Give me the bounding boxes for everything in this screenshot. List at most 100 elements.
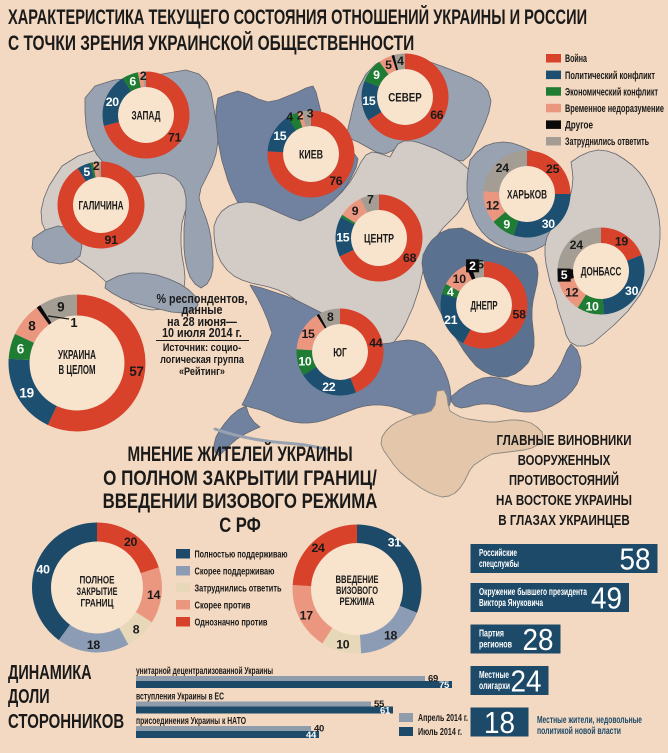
svg-text:8: 8: [133, 623, 140, 637]
svg-text:20: 20: [124, 535, 138, 549]
svg-text:28: 28: [523, 622, 554, 657]
svg-text:5: 5: [561, 268, 568, 282]
svg-text:2: 2: [93, 159, 100, 173]
svg-text:9: 9: [503, 217, 510, 231]
svg-text:12: 12: [565, 286, 579, 300]
svg-text:Скорее против: Скорее против: [195, 601, 251, 612]
svg-text:9: 9: [352, 204, 359, 218]
svg-text:4: 4: [397, 54, 404, 68]
svg-text:20: 20: [106, 95, 120, 109]
svg-text:10: 10: [453, 272, 467, 286]
svg-text:Апрель 2014 г.: Апрель 2014 г.: [418, 713, 468, 724]
svg-text:6: 6: [129, 75, 136, 89]
svg-text:12: 12: [486, 199, 500, 213]
svg-text:Окружение бывшего президента: Окружение бывшего президента: [479, 586, 587, 598]
svg-text:68: 68: [403, 251, 417, 265]
svg-text:24: 24: [511, 664, 542, 699]
svg-text:Война: Война: [565, 53, 588, 65]
svg-text:44: 44: [369, 336, 383, 350]
svg-text:2: 2: [297, 108, 304, 122]
svg-text:Другое: Другое: [565, 120, 593, 132]
svg-text:44: 44: [306, 730, 317, 741]
svg-text:присоединения Украины к НАТО: присоединения Украины к НАТО: [136, 716, 246, 727]
svg-text:1: 1: [70, 315, 77, 330]
svg-text:Экономический конфликт: Экономический конфликт: [565, 86, 658, 98]
svg-text:18: 18: [484, 705, 515, 740]
svg-text:ЦЕНТР: ЦЕНТР: [364, 232, 394, 246]
svg-text:15: 15: [301, 327, 315, 341]
svg-text:Политический конфликт: Политический конфликт: [565, 70, 655, 82]
svg-text:ДОНБАСС: ДОНБАСС: [581, 265, 622, 279]
svg-text:9: 9: [57, 300, 64, 315]
svg-text:Однозначно против: Однозначно против: [195, 618, 268, 629]
svg-text:спецслужбы: спецслужбы: [479, 558, 519, 570]
svg-text:18: 18: [384, 629, 398, 643]
svg-text:76: 76: [329, 174, 343, 188]
svg-text:57: 57: [129, 364, 143, 379]
svg-text:55: 55: [374, 699, 385, 710]
svg-text:18: 18: [87, 638, 101, 652]
svg-text:Затруднились ответить: Затруднились ответить: [195, 584, 282, 595]
svg-text:71: 71: [168, 131, 182, 145]
svg-text:8: 8: [28, 319, 36, 334]
svg-text:25: 25: [546, 162, 560, 176]
svg-text:Скорее поддерживаю: Скорее поддерживаю: [195, 567, 275, 578]
svg-text:21: 21: [444, 313, 458, 327]
svg-text:69: 69: [428, 674, 438, 685]
svg-text:10: 10: [585, 300, 599, 314]
svg-text:Местные: Местные: [479, 670, 509, 681]
svg-text:19: 19: [19, 386, 33, 401]
svg-text:10: 10: [298, 354, 312, 368]
svg-text:24: 24: [570, 238, 584, 252]
svg-text:61: 61: [380, 705, 391, 716]
svg-text:8: 8: [327, 310, 334, 324]
svg-text:9: 9: [373, 68, 380, 82]
svg-text:66: 66: [430, 108, 444, 122]
svg-text:14: 14: [147, 588, 161, 602]
svg-text:17: 17: [300, 608, 314, 622]
svg-text:Виктора Януковича: Виктора Януковича: [479, 598, 543, 609]
svg-text:политикой новой власти: политикой новой власти: [537, 726, 621, 737]
svg-text:4: 4: [447, 285, 454, 299]
svg-text:КИЕВ: КИЕВ: [299, 148, 323, 162]
svg-text:ВИЗОВОГО: ВИЗОВОГО: [336, 585, 378, 597]
svg-text:унитарной децентрализованной У: унитарной децентрализованной Украины: [136, 666, 273, 677]
svg-text:ПОЛНОЕ: ПОЛНОЕ: [80, 575, 115, 587]
svg-text:91: 91: [105, 233, 119, 247]
svg-text:30: 30: [625, 284, 639, 298]
svg-text:2: 2: [469, 259, 476, 273]
svg-text:7: 7: [367, 192, 374, 206]
svg-text:ВВЕДЕНИЕ: ВВЕДЕНИЕ: [336, 574, 379, 586]
svg-text:4: 4: [286, 110, 293, 124]
svg-text:40: 40: [37, 562, 51, 576]
svg-text:5: 5: [83, 165, 90, 179]
svg-text:СЕВЕР: СЕВЕР: [388, 91, 422, 105]
svg-text:15: 15: [362, 94, 376, 108]
svg-text:40: 40: [314, 724, 324, 735]
svg-text:ГАЛИЧИНА: ГАЛИЧИНА: [79, 199, 124, 213]
svg-text:УКРАИНА: УКРАИНА: [58, 347, 96, 362]
svg-text:2: 2: [140, 69, 147, 83]
svg-text:49: 49: [591, 581, 622, 616]
svg-text:Временное недоразумение: Временное недоразумение: [565, 103, 664, 115]
svg-text:24: 24: [496, 161, 510, 175]
svg-text:регионов: регионов: [479, 640, 512, 651]
svg-text:5: 5: [385, 58, 392, 72]
svg-text:ЮГ: ЮГ: [333, 346, 347, 360]
svg-text:58: 58: [513, 307, 527, 321]
svg-text:58: 58: [620, 542, 651, 577]
svg-text:Июль 2014 г.: Июль 2014 г.: [418, 727, 462, 738]
svg-text:19: 19: [615, 234, 629, 248]
svg-text:олигархи: олигархи: [479, 681, 510, 692]
svg-text:5: 5: [477, 258, 484, 272]
svg-text:РЕЖИМА: РЕЖИМА: [340, 596, 375, 608]
svg-text:22: 22: [322, 380, 336, 394]
svg-text:3: 3: [307, 106, 314, 120]
svg-text:Российские: Российские: [479, 548, 517, 559]
svg-text:В ЦЕЛОМ: В ЦЕЛОМ: [59, 362, 96, 377]
svg-text:30: 30: [542, 217, 556, 231]
svg-text:15: 15: [273, 129, 287, 143]
svg-text:6: 6: [17, 341, 25, 356]
svg-text:Местные жители, недовольные: Местные жители, недовольные: [537, 715, 642, 726]
svg-text:вступления Украины в ЕС: вступления Украины в ЕС: [136, 692, 224, 703]
